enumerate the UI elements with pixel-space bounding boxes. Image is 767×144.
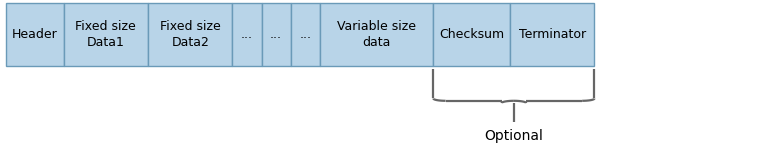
Text: Terminator: Terminator: [518, 28, 586, 41]
Bar: [148, 3, 232, 66]
Bar: [232, 3, 262, 66]
Bar: [320, 3, 433, 66]
Bar: [262, 3, 291, 66]
Text: Checksum: Checksum: [439, 28, 504, 41]
Bar: [6, 3, 64, 66]
Bar: [510, 3, 594, 66]
Text: ...: ...: [241, 28, 253, 41]
Text: Header: Header: [12, 28, 58, 41]
Bar: [433, 3, 510, 66]
Bar: [291, 3, 320, 66]
Text: Fixed size
Data1: Fixed size Data1: [75, 20, 137, 49]
Text: Variable size
data: Variable size data: [337, 20, 416, 49]
Bar: [64, 3, 148, 66]
Text: Fixed size
Data2: Fixed size Data2: [160, 20, 221, 49]
Text: ...: ...: [299, 28, 311, 41]
Text: Optional: Optional: [485, 129, 543, 143]
Text: ...: ...: [270, 28, 282, 41]
